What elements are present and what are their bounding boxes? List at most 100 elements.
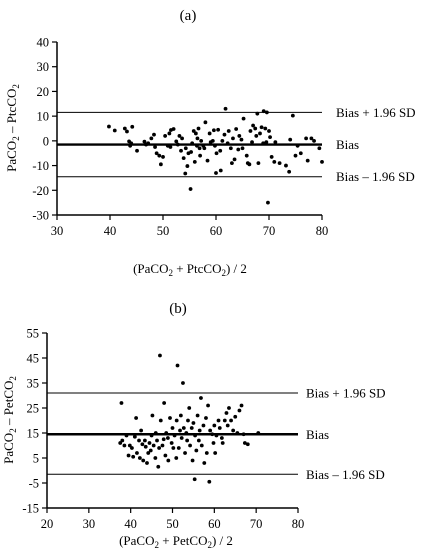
data-point bbox=[268, 135, 272, 140]
reference-line-label: Bias bbox=[336, 137, 359, 152]
label-part: PaCO bbox=[4, 141, 19, 172]
x-axis-title: (PaCO2 + PtcCO2) / 2 bbox=[133, 261, 247, 278]
label-part: (PaCO bbox=[119, 533, 154, 548]
data-point bbox=[250, 140, 254, 144]
y-tick-label: 10 bbox=[37, 110, 50, 124]
data-point bbox=[141, 458, 146, 463]
data-point bbox=[137, 438, 141, 443]
data-point bbox=[247, 162, 252, 167]
data-point bbox=[298, 151, 303, 156]
label-part: 2 bbox=[168, 268, 173, 278]
data-point bbox=[161, 155, 165, 159]
y-tick-label: -30 bbox=[32, 209, 49, 223]
label-part: + PtcCO bbox=[173, 261, 222, 276]
data-point bbox=[188, 443, 192, 448]
data-point bbox=[202, 146, 207, 151]
data-point bbox=[264, 110, 269, 115]
data-point bbox=[317, 146, 322, 151]
data-point bbox=[239, 403, 244, 408]
data-point bbox=[287, 169, 292, 174]
data-point bbox=[191, 129, 196, 133]
label-part: + PetCO bbox=[159, 533, 208, 548]
data-point bbox=[227, 406, 231, 410]
data-point bbox=[192, 477, 197, 482]
data-point bbox=[234, 127, 239, 131]
data-point bbox=[161, 437, 166, 442]
label-part: – PtcCO bbox=[4, 89, 19, 137]
data-point bbox=[217, 426, 222, 430]
data-point bbox=[210, 138, 215, 143]
data-point bbox=[251, 123, 256, 128]
chart-panel-b: (b) -15 -5 5 15 25 35 45 55 20 30 40 50 60 70 80 Bias + … bbox=[1, 301, 386, 550]
data-point bbox=[277, 161, 282, 166]
data-point bbox=[175, 363, 180, 368]
data-point bbox=[218, 168, 223, 173]
label-part: ) / 2 bbox=[212, 533, 233, 548]
data-point bbox=[149, 433, 154, 438]
data-point bbox=[213, 143, 217, 148]
y-tick-label: -10 bbox=[32, 159, 49, 173]
data-point bbox=[284, 163, 288, 168]
data-point bbox=[139, 428, 144, 433]
data-point bbox=[230, 161, 234, 166]
data-point bbox=[158, 418, 163, 423]
data-point bbox=[195, 413, 200, 418]
data-point bbox=[172, 433, 177, 438]
label-part: 2 bbox=[8, 376, 18, 381]
y-tick-label: 25 bbox=[27, 402, 40, 416]
data-point bbox=[264, 140, 269, 144]
data-point bbox=[220, 441, 225, 445]
data-point bbox=[266, 200, 270, 205]
data-point bbox=[163, 134, 168, 138]
data-point bbox=[205, 158, 210, 163]
data-point bbox=[183, 451, 187, 455]
data-point bbox=[267, 129, 271, 133]
data-point bbox=[263, 126, 268, 131]
data-point bbox=[143, 444, 148, 449]
label-part: 2 bbox=[154, 540, 159, 550]
data-point bbox=[142, 139, 147, 144]
data-point bbox=[237, 134, 242, 138]
data-point bbox=[183, 171, 188, 176]
data-point bbox=[145, 461, 149, 465]
data-point bbox=[146, 451, 151, 455]
data-point bbox=[222, 132, 227, 137]
reference-line-label: Bias bbox=[306, 427, 329, 442]
y-tick-label: 55 bbox=[27, 327, 40, 341]
data-point bbox=[293, 153, 298, 158]
data-point bbox=[214, 171, 218, 175]
x-tick-label: 80 bbox=[292, 517, 305, 531]
reference-line-label: Bias + 1.96 SD bbox=[336, 105, 416, 120]
data-point bbox=[165, 436, 170, 440]
data-point bbox=[254, 134, 259, 138]
data-point bbox=[180, 136, 184, 141]
data-point bbox=[181, 156, 186, 161]
data-point bbox=[131, 454, 136, 459]
data-point bbox=[154, 151, 159, 156]
data-point bbox=[168, 145, 173, 149]
data-point bbox=[213, 451, 218, 455]
data-point bbox=[190, 458, 195, 463]
y-tick-label: 30 bbox=[37, 60, 50, 74]
data-point bbox=[219, 436, 224, 440]
data-point bbox=[171, 446, 176, 450]
x-tick-label: 70 bbox=[250, 517, 263, 531]
data-point bbox=[175, 142, 180, 147]
x-tick-label: 70 bbox=[263, 224, 276, 238]
data-point bbox=[185, 438, 190, 443]
data-point bbox=[242, 441, 247, 445]
data-point bbox=[269, 155, 274, 159]
data-point bbox=[212, 423, 217, 428]
data-point bbox=[181, 426, 186, 430]
data-point bbox=[146, 141, 151, 146]
data-point bbox=[207, 131, 212, 136]
data-point bbox=[169, 441, 174, 445]
data-point bbox=[189, 150, 193, 154]
data-point bbox=[171, 127, 176, 131]
data-point bbox=[309, 136, 314, 141]
data-point bbox=[186, 418, 190, 423]
label-part: 2 bbox=[8, 428, 18, 433]
data-point bbox=[137, 456, 142, 460]
label-part: 2 bbox=[11, 84, 21, 89]
